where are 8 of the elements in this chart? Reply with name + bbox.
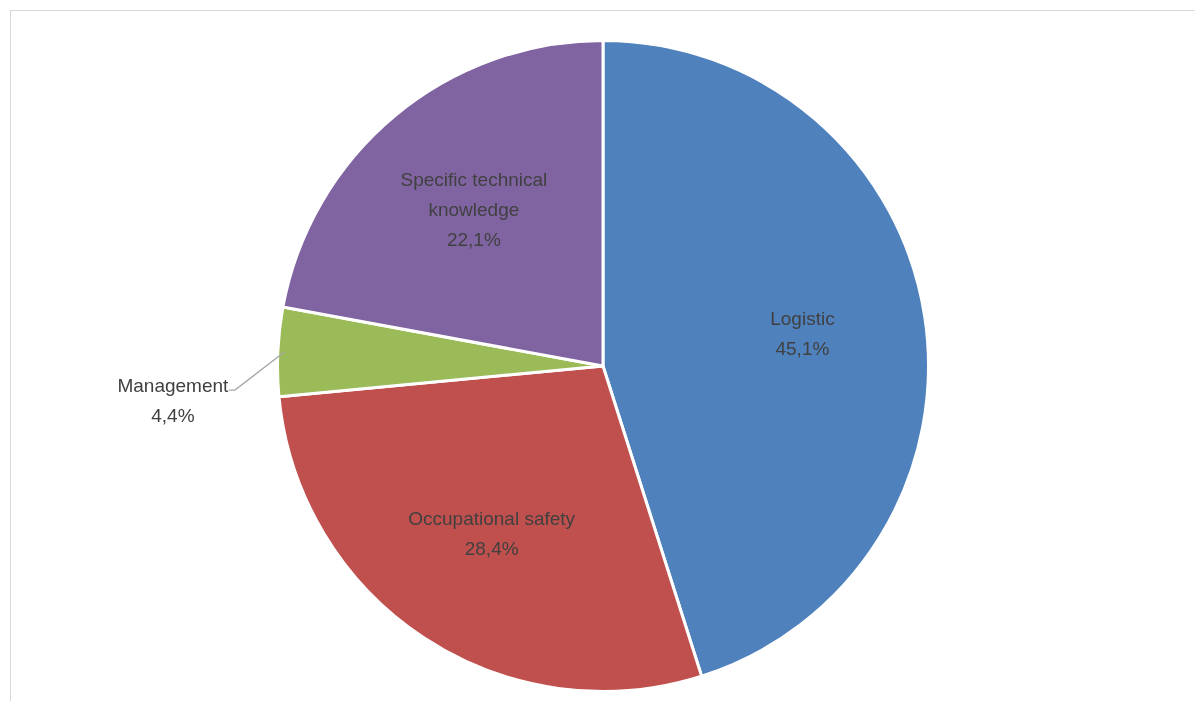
slice-label: Logistic: [770, 308, 835, 330]
slice-label: Occupational safety: [408, 507, 576, 529]
data-label: 4,4%: [151, 405, 195, 427]
slice-label: Specific technical knowledge: [400, 169, 548, 221]
data-label: 45,1%: [775, 338, 830, 360]
slice-label: Management: [117, 375, 230, 397]
data-label: 28,4%: [464, 537, 519, 559]
data-label: 22,1%: [446, 229, 501, 251]
